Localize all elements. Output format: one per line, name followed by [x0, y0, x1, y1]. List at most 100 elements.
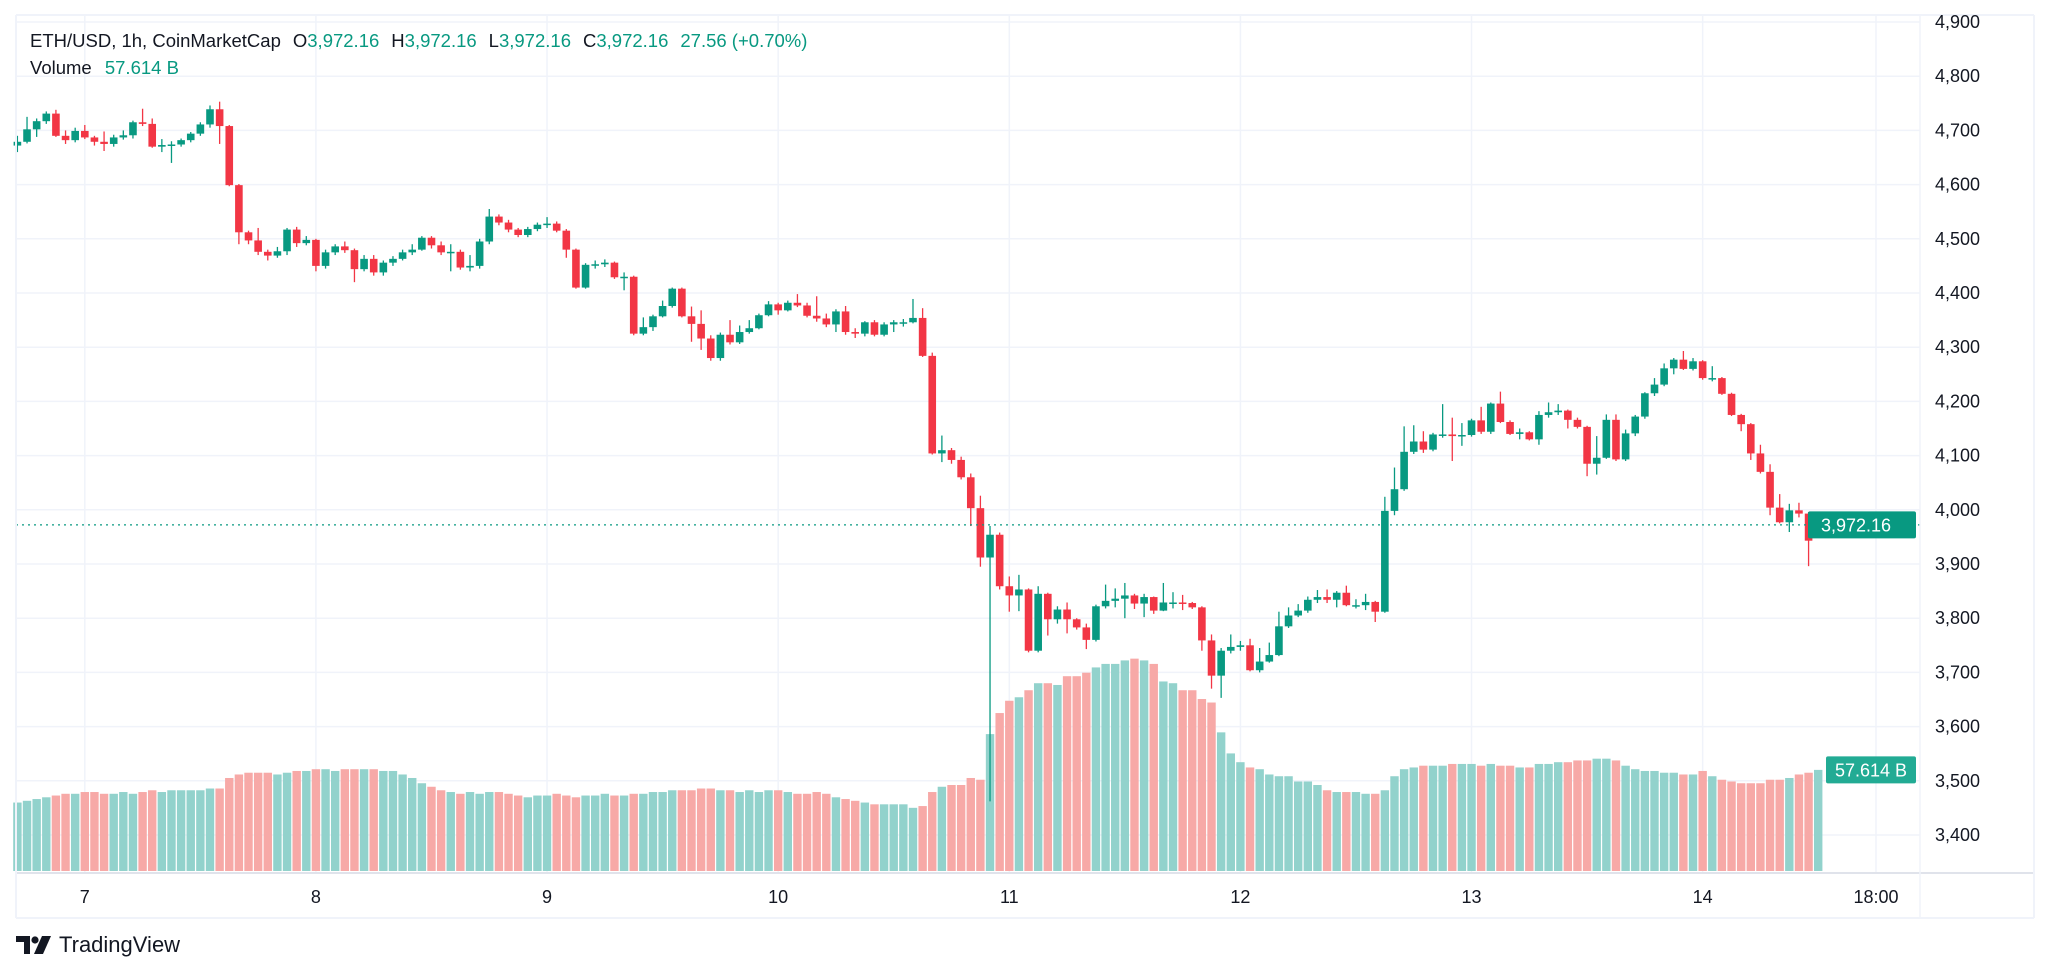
volume-bar — [841, 799, 850, 871]
candle-body — [1121, 595, 1129, 599]
volume-label[interactable]: Volume — [30, 57, 92, 78]
price-axis[interactable]: 4,900 4,800 4,700 4,600 4,500 4,400 4,300 4,200… — [1935, 12, 1980, 845]
candle-body — [263, 251, 272, 256]
candle-body — [928, 355, 937, 454]
candle-body — [629, 276, 638, 334]
volume-bar — [1669, 772, 1678, 871]
volume-bar — [1621, 765, 1630, 871]
candle-body — [1400, 451, 1408, 490]
volume-bar — [1659, 772, 1669, 871]
candle-body — [1217, 650, 1225, 676]
candle-body — [485, 216, 494, 242]
candle-body — [1111, 598, 1120, 601]
candle-body — [1101, 600, 1110, 607]
candle-body — [543, 223, 551, 226]
candle-body — [1708, 378, 1717, 380]
volume-bar — [1611, 760, 1621, 871]
footer-brand[interactable]: TradingView — [16, 932, 180, 958]
last-volume-label: 57.614 B — [1826, 756, 1916, 784]
volume-bar — [1197, 699, 1207, 871]
candle-body — [1361, 601, 1370, 606]
volume-bar — [1736, 783, 1746, 871]
volume-bar — [764, 790, 773, 871]
time-axis[interactable]: 7 8 9 10 11 12 13 14 18:00 — [80, 887, 1899, 907]
last-price-label: 3,972.16 — [1808, 511, 1916, 539]
candle-body — [947, 450, 956, 460]
candle-body — [658, 306, 667, 317]
volume-bar — [1717, 779, 1727, 871]
volume-bar — [1534, 763, 1544, 871]
candle-body — [1149, 597, 1158, 611]
volume-bar — [302, 770, 311, 871]
volume-bar — [773, 790, 783, 871]
volume-bar — [899, 804, 908, 871]
time-tick-label: 12 — [1230, 887, 1250, 907]
candle-body — [899, 322, 908, 324]
candle-body — [822, 318, 831, 325]
volume-bar — [99, 793, 109, 871]
candle-body — [1631, 416, 1640, 434]
close-value: 3,972.16 — [596, 30, 669, 51]
volume-bar — [1756, 783, 1765, 871]
volume-bar — [581, 795, 590, 871]
candle-body — [1679, 359, 1688, 369]
candle-body — [1198, 607, 1206, 641]
candle-body — [177, 140, 185, 145]
candle-body — [889, 322, 898, 325]
volume-bar — [359, 769, 369, 871]
volume-bar — [148, 790, 157, 871]
volume-bar — [1062, 676, 1072, 871]
candle-body — [639, 327, 648, 334]
volume-bar — [1804, 772, 1813, 871]
volume-bar — [1082, 672, 1091, 871]
candle-body — [1669, 359, 1678, 369]
candle-body — [1390, 489, 1399, 511]
volume-bar — [273, 774, 282, 871]
volume-bar — [1101, 663, 1110, 871]
candle-body — [389, 258, 397, 263]
volume-bar — [648, 792, 658, 871]
candle-body — [71, 130, 79, 141]
candle-body — [360, 258, 368, 270]
volume-bar — [1380, 790, 1390, 871]
price-tick-label: 4,800 — [1935, 66, 1980, 86]
volume-bar — [1236, 762, 1245, 871]
candle-body — [1650, 384, 1659, 394]
volume-bar — [870, 804, 879, 871]
volume-bar — [1120, 660, 1130, 871]
volume-bar — [918, 806, 927, 871]
candle-body — [562, 230, 571, 250]
candle-body — [1448, 434, 1457, 437]
volume-bar — [1207, 702, 1216, 871]
volume-bar — [1216, 732, 1226, 871]
volume-bar — [639, 793, 648, 871]
candle-body — [1438, 434, 1447, 436]
candle-body — [1015, 589, 1023, 596]
symbol-title[interactable]: ETH/USD, 1h, CoinMarketCap — [30, 30, 281, 51]
volume-bar — [687, 790, 696, 871]
candle-body — [533, 224, 542, 230]
volume-bar — [1496, 765, 1505, 871]
volume-bar — [1640, 770, 1650, 871]
candle-body — [812, 315, 821, 319]
volume-bar — [908, 807, 918, 871]
low-label: L — [488, 30, 499, 51]
volume-bar — [321, 769, 330, 871]
time-tick-label: 14 — [1693, 887, 1713, 907]
candle-body — [350, 250, 359, 270]
volume-bar — [1255, 769, 1264, 871]
volume-bar — [90, 792, 99, 871]
candle-body — [418, 237, 426, 250]
candle-body — [1169, 602, 1177, 604]
candle-body — [321, 252, 330, 266]
candle-body — [1544, 412, 1553, 415]
price-tick-label: 3,900 — [1935, 554, 1980, 574]
candle-body — [138, 122, 147, 124]
candle-body — [408, 249, 417, 253]
candle-body — [1477, 420, 1485, 432]
candle-body — [1053, 609, 1062, 620]
price-tick-label: 4,000 — [1935, 500, 1980, 520]
chart-frame — [15, 14, 2035, 919]
volume-bar — [1679, 774, 1688, 871]
